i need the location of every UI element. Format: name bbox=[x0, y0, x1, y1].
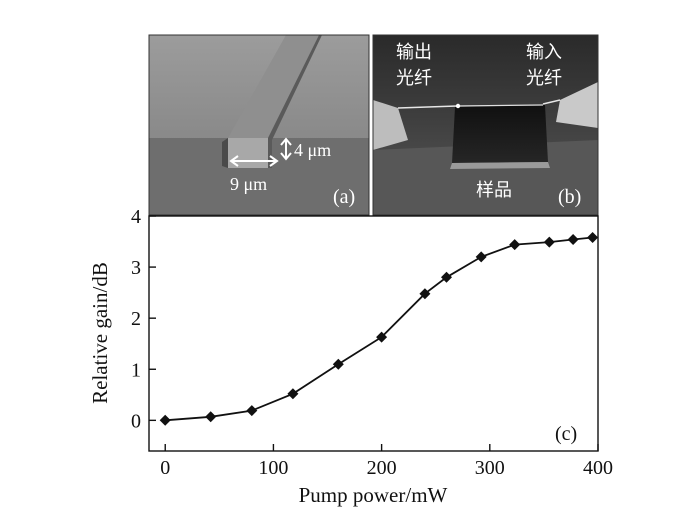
x-tick-label: 400 bbox=[583, 457, 613, 479]
y-axis-label: Relative gain/dB bbox=[88, 262, 112, 404]
data-point-marker bbox=[287, 388, 299, 400]
width-dimension-arrow bbox=[229, 155, 279, 167]
panel-b-label: (b) bbox=[558, 186, 581, 208]
sample-label: 样品 bbox=[476, 180, 512, 201]
x-tick-label: 100 bbox=[258, 457, 288, 479]
height-label: 4 μm bbox=[294, 140, 331, 160]
data-point-marker bbox=[567, 234, 579, 245]
data-point-marker bbox=[441, 271, 452, 283]
sample-chip bbox=[452, 105, 548, 163]
data-point-marker bbox=[419, 288, 431, 300]
data-point-marker bbox=[509, 239, 521, 251]
x-axis-label: Pump power/mW bbox=[299, 483, 448, 507]
x-tick-label: 0 bbox=[160, 457, 170, 479]
y-tick-label: 3 bbox=[131, 257, 141, 279]
data-point-marker bbox=[246, 405, 258, 417]
y-tick-label: 4 bbox=[131, 206, 141, 228]
input-fiber-label-line2: 光纤 bbox=[526, 68, 562, 89]
data-point-marker bbox=[159, 414, 171, 426]
panel-c-label: (c) bbox=[555, 423, 577, 445]
data-point-marker bbox=[332, 358, 344, 370]
panel-a-sem-image bbox=[149, 35, 369, 215]
input-fiber-label-line1: 输入 bbox=[526, 42, 562, 63]
height-dimension-arrow bbox=[280, 137, 292, 161]
gain-chart: 0 100 200 300 400 0 1 2 3 4 Pump power/mW Relati… bbox=[88, 206, 613, 507]
x-axis: 0 100 200 300 400 bbox=[160, 444, 613, 479]
panel-b-photo bbox=[373, 35, 598, 215]
input-fiber bbox=[542, 99, 561, 105]
y-tick-label: 0 bbox=[131, 410, 141, 432]
output-fiber bbox=[397, 105, 458, 109]
data-point-marker bbox=[475, 251, 487, 263]
data-point-marker bbox=[543, 236, 555, 248]
gain-series-line bbox=[165, 236, 593, 422]
x-tick-label: 200 bbox=[367, 457, 397, 479]
y-tick-label: 2 bbox=[131, 308, 141, 330]
output-fiber-label-line2: 光纤 bbox=[396, 68, 432, 89]
plot-frame bbox=[148, 215, 599, 452]
output-fiber-label-line1: 输出 bbox=[396, 42, 432, 63]
y-tick-label: 1 bbox=[131, 359, 141, 381]
data-point-marker bbox=[376, 331, 388, 343]
data-point-marker bbox=[205, 411, 217, 423]
gain-series-markers bbox=[159, 232, 599, 426]
width-label: 9 μm bbox=[230, 174, 267, 194]
y-axis: 0 1 2 3 4 bbox=[131, 206, 156, 432]
data-point-marker bbox=[587, 232, 599, 243]
panel-a-label: (a) bbox=[333, 186, 355, 208]
x-tick-label: 300 bbox=[475, 457, 505, 479]
